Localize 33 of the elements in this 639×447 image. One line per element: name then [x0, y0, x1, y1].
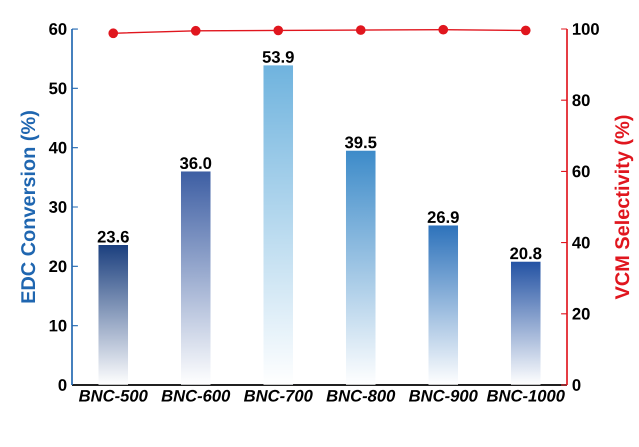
y2-tick-label: 100 — [572, 23, 599, 35]
y-tick-label: 0 — [58, 379, 66, 391]
x-tick-label: BNC-800 — [326, 390, 396, 402]
data-label: 23.6 — [98, 230, 129, 243]
y-tick-label: 30 — [49, 201, 66, 213]
y-tick-label: 20 — [49, 260, 66, 272]
data-label: 20.8 — [510, 247, 542, 260]
y2-tick-label: 40 — [572, 236, 590, 248]
bar — [263, 65, 294, 385]
y2-tick-label: 60 — [572, 166, 590, 178]
data-label: 36.0 — [180, 157, 212, 170]
y-axis-title: EDC Conversion (%) — [20, 111, 40, 303]
data-label: 39.5 — [344, 136, 376, 148]
x-tick-label: BNC-600 — [161, 390, 230, 402]
x-tick-label: BNC-900 — [408, 390, 478, 402]
bar — [346, 150, 376, 385]
y-tick-label: 40 — [48, 142, 66, 154]
x-tick-label: BNC-1000 — [486, 390, 565, 402]
bar — [510, 262, 541, 385]
data-label: 26.9 — [428, 211, 459, 224]
x-tick-label: BNC-700 — [244, 390, 313, 402]
y-tick-label: 60 — [49, 23, 66, 35]
y-tick-label: 10 — [50, 320, 66, 332]
y-tick-label: 50 — [49, 82, 66, 94]
y2-tick-label: 80 — [572, 94, 590, 106]
bar — [428, 225, 458, 385]
data-label: 53.9 — [262, 51, 294, 63]
y2-tick-label: 20 — [572, 308, 590, 320]
y2-tick-label: 0 — [572, 379, 580, 391]
bar — [98, 244, 128, 385]
bar — [180, 171, 211, 385]
x-tick-label: BNC-500 — [78, 390, 148, 402]
y2-axis-title: VCM Selectivity (%) — [614, 116, 634, 300]
